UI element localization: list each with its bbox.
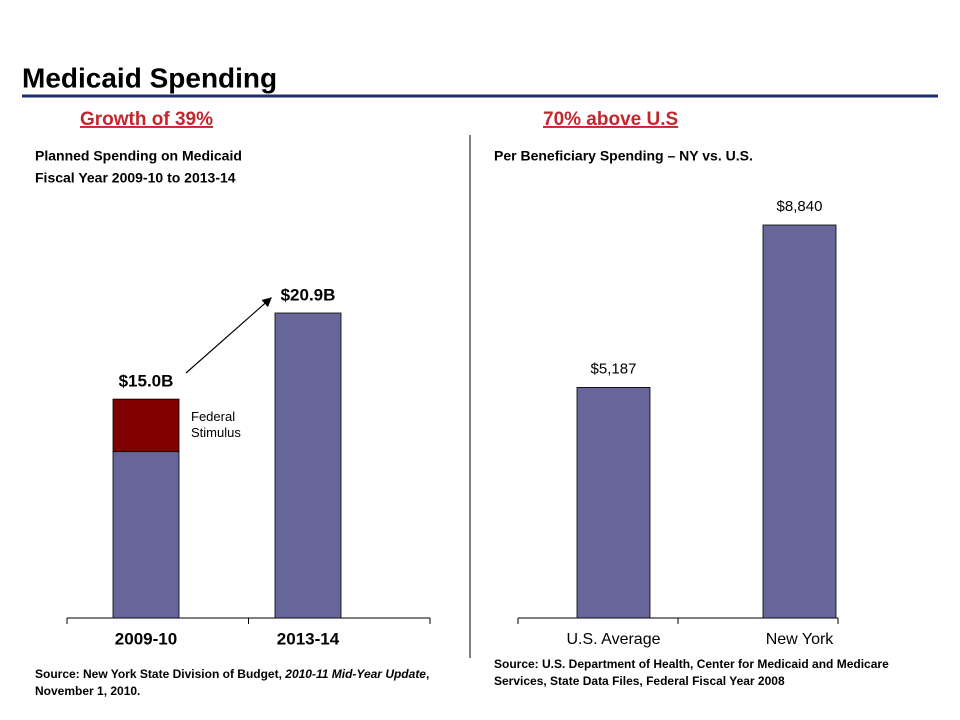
total-label: $15.0B: [119, 372, 174, 391]
chart-subtitle: Planned Spending on Medicaid: [35, 148, 242, 164]
source-text: Source: U.S. Department of Health, Cente…: [494, 657, 889, 688]
bar: [576, 387, 651, 619]
x-tick-label: 2009-10: [115, 629, 177, 648]
source-note: Source: U.S. Department of Health, Cente…: [494, 656, 924, 690]
growth-arrow: [185, 297, 272, 374]
chart-subtitle: Per Beneficiary Spending – NY vs. U.S.: [494, 148, 753, 164]
value-label: $5,187: [591, 360, 637, 377]
bar: [762, 224, 837, 619]
x-tick-label: U.S. Average: [567, 631, 661, 648]
source-note: Source: New York State Division of Budge…: [35, 666, 455, 700]
bar-segment: [274, 312, 342, 619]
bar-segment: [112, 398, 180, 453]
chart-heading: Growth of 39%: [80, 109, 213, 130]
x-tick-label: New York: [766, 631, 835, 648]
total-label: $20.9B: [281, 285, 336, 304]
chart-heading: 70% above U.S: [543, 109, 678, 130]
chart-subtitle: Fiscal Year 2009-10 to 2013-14: [35, 170, 236, 186]
source-italic: 2010-11 Mid-Year Update: [285, 667, 426, 681]
annotation: Federal Stimulus: [191, 409, 241, 440]
source-text: Source: New York State Division of Budge…: [35, 667, 286, 681]
source-text: , November 1, 2010.: [35, 667, 430, 698]
x-tick-label: 2013-14: [277, 629, 340, 648]
slide-title: Medicaid Spending: [22, 62, 277, 93]
value-label: $8,840: [777, 198, 823, 215]
bar-segment: [112, 451, 180, 619]
